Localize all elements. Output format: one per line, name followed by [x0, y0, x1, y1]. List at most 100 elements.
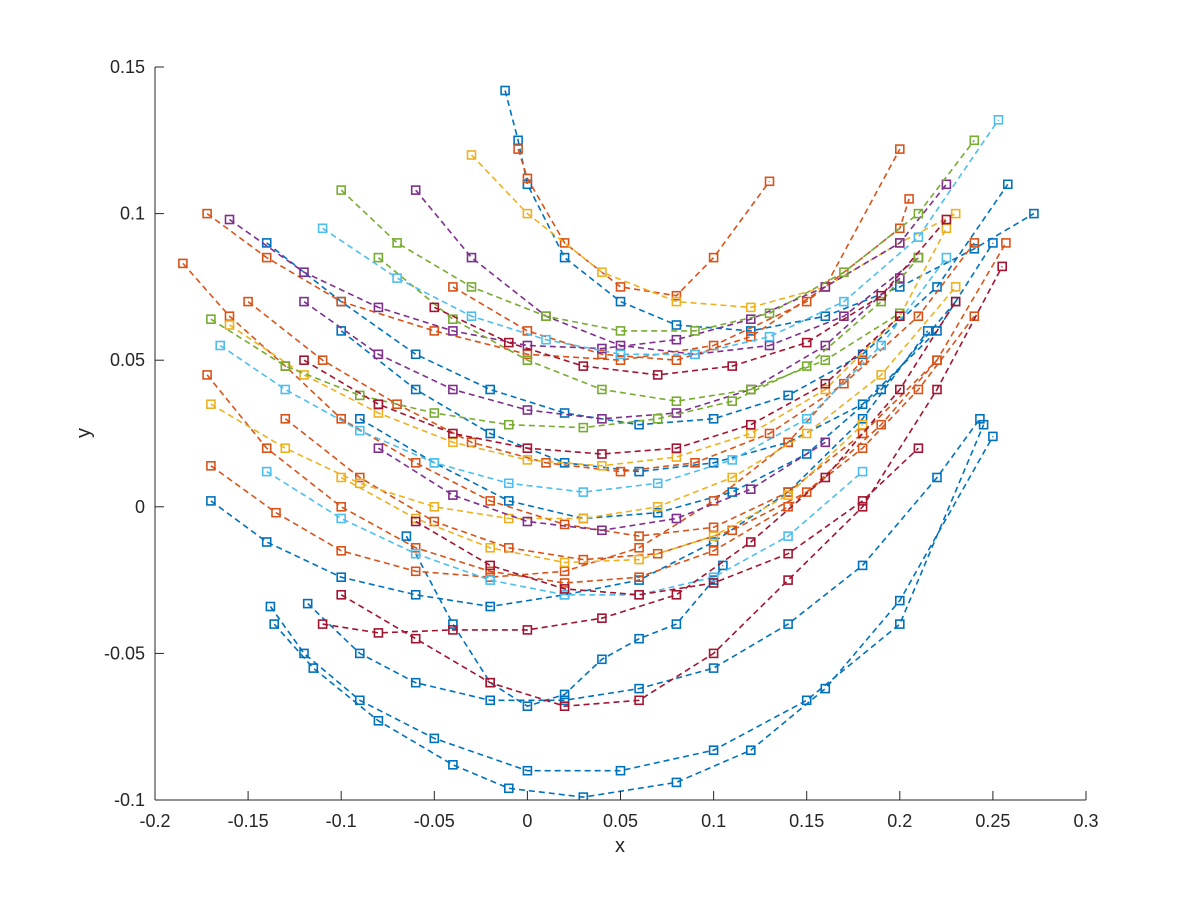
data-point [265, 601, 276, 612]
data-point [429, 326, 440, 336]
data-point [652, 413, 663, 424]
x-tick-label: 0.15 [789, 811, 824, 831]
data-point [634, 531, 644, 541]
data-point [541, 311, 551, 322]
x-tick-label: 0.3 [1073, 811, 1098, 831]
series-line [517, 148, 771, 297]
series-18 [206, 282, 961, 524]
data-point [839, 267, 849, 278]
series-line [273, 436, 994, 798]
data-point [317, 355, 328, 366]
data-point [578, 487, 589, 497]
series-35 [410, 443, 924, 600]
data-point [783, 390, 793, 401]
data-point [783, 490, 793, 500]
data-point [541, 457, 551, 468]
series-line [229, 183, 948, 350]
data-point [894, 384, 905, 395]
series-15 [243, 238, 980, 477]
data-point [1029, 208, 1039, 219]
data-point [652, 370, 663, 380]
data-point [429, 408, 440, 418]
data-point [894, 595, 905, 606]
data-point [839, 311, 849, 322]
data-point [820, 378, 831, 389]
data-point [932, 472, 942, 483]
data-point [941, 223, 952, 234]
data-point [597, 384, 607, 395]
series-line [359, 301, 957, 520]
data-point [597, 349, 607, 360]
data-point [671, 334, 682, 345]
data-point [410, 457, 421, 468]
data-point [783, 548, 793, 559]
series-line [229, 227, 948, 467]
data-point [466, 252, 477, 263]
series-33 [317, 296, 961, 638]
data-point [708, 496, 719, 506]
data-point [559, 578, 570, 588]
data-point [634, 572, 644, 583]
data-point [993, 115, 1004, 125]
data-point [429, 302, 440, 313]
data-point [317, 619, 328, 629]
data-point [801, 361, 812, 371]
data-point [745, 326, 756, 336]
x-tick-label: 0.25 [975, 811, 1010, 831]
data-point [690, 457, 700, 468]
data-point [913, 252, 924, 263]
data-point [745, 331, 756, 342]
data-point [839, 378, 849, 389]
data-point [522, 405, 533, 415]
data-point [522, 173, 533, 184]
data-point [280, 443, 291, 454]
data-point [302, 598, 313, 609]
data-point [373, 349, 384, 360]
series-line [470, 154, 957, 309]
data-point [801, 413, 812, 424]
data-point [745, 745, 756, 756]
series-line [210, 359, 864, 579]
data-point [727, 361, 738, 371]
data-point [839, 296, 849, 307]
data-point [224, 320, 235, 330]
series-line [340, 266, 1003, 708]
data-point [634, 589, 644, 600]
data-point [894, 144, 905, 154]
data-point [745, 384, 756, 395]
data-point [485, 542, 496, 553]
data-point [671, 443, 682, 454]
data-point [652, 548, 663, 559]
data-point [941, 252, 952, 263]
data-point [401, 531, 412, 541]
series-26 [336, 135, 980, 336]
data-point [280, 361, 291, 371]
data-point [652, 478, 663, 489]
data-point [652, 501, 663, 512]
data-point [708, 252, 719, 263]
data-point [671, 777, 682, 788]
data-point [634, 466, 644, 477]
data-point [597, 613, 607, 624]
data-point [783, 619, 793, 629]
data-point [280, 413, 291, 424]
data-point [485, 560, 496, 571]
data-point [671, 513, 682, 524]
data-point [1001, 238, 1011, 248]
data-point [410, 185, 421, 195]
y-tick-label: 0.15 [110, 57, 145, 77]
data-point [522, 340, 533, 351]
data-point [513, 135, 523, 146]
data-point [1002, 179, 1013, 190]
data-point [299, 296, 309, 307]
data-point [429, 457, 440, 468]
data-point [336, 472, 347, 483]
ticks: -0.2 -0.15 -0.1 -0.05 0 0.05 0.1 0.15 0.2 0.25 0.3… [104, 57, 1099, 831]
data-point [500, 85, 510, 96]
data-point [373, 302, 384, 313]
series-line [322, 119, 1000, 356]
data-point [336, 296, 347, 307]
data-point [783, 531, 793, 541]
series-line [303, 315, 901, 455]
